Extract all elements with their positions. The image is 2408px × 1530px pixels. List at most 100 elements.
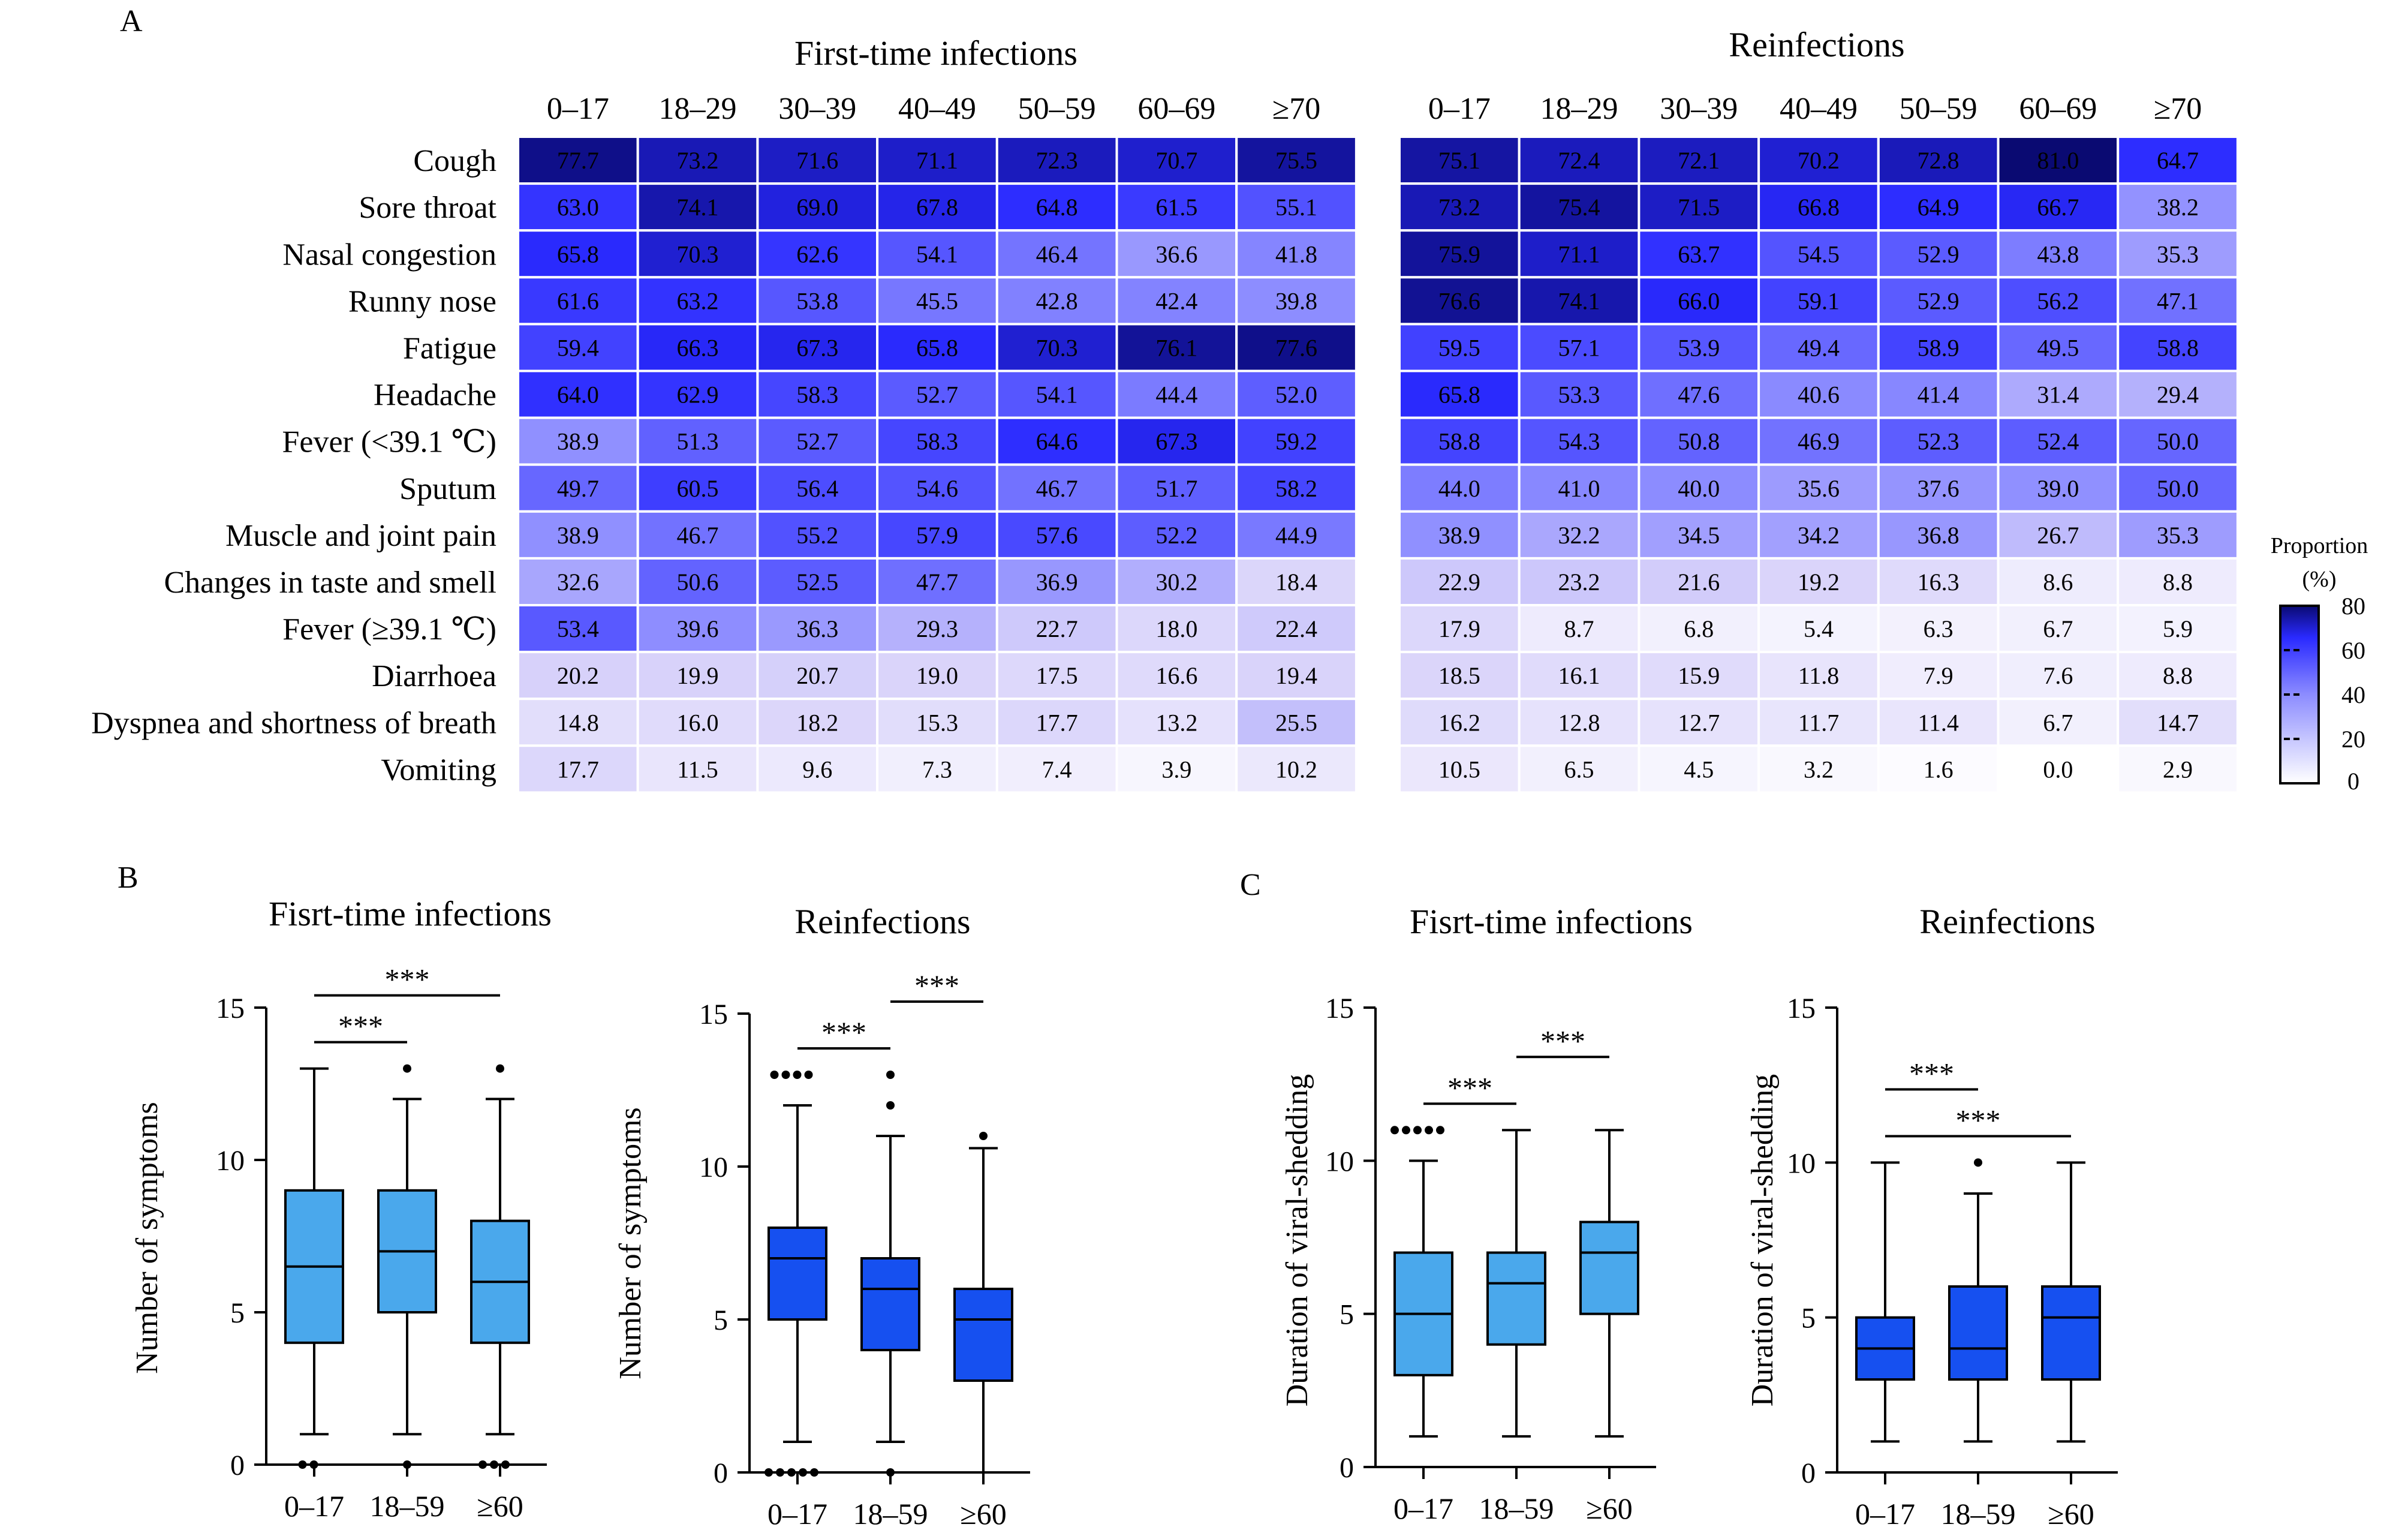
cell-value-label: 11.5 — [677, 756, 718, 783]
heatmap-cell — [1235, 744, 1357, 794]
heatmap-cell — [1877, 416, 2000, 466]
legend-tick-label: 60 — [2341, 637, 2365, 664]
heatmap-cell — [1638, 229, 1760, 279]
heatmap-cell — [876, 557, 998, 607]
cell-value-label: 36.8 — [1918, 522, 1959, 549]
boxplot-title: Reinfections — [1919, 902, 2095, 941]
heatmap-title: Reinfections — [1729, 25, 1904, 64]
column-header-30-39: 30–39 — [778, 92, 856, 126]
cell-value-label: 16.6 — [1155, 662, 1197, 689]
cell-value-label: 32.6 — [557, 569, 599, 596]
row-label-fever-39-1: Fever (<39.1 ℃) — [282, 425, 496, 459]
heatmap-cell — [2117, 463, 2239, 513]
cell-value-label: 66.0 — [1678, 287, 1720, 314]
heatmap-cell — [1235, 557, 1357, 607]
cell-value-label: 11.7 — [1798, 709, 1840, 736]
heatmap-cell — [1997, 323, 2120, 372]
cell-value-label: 55.1 — [1275, 194, 1317, 221]
box-iqr — [860, 1257, 920, 1351]
cell-value-label: 74.1 — [1558, 287, 1600, 314]
heatmap-cell — [636, 651, 759, 701]
heatmap-cell — [636, 463, 759, 513]
cell-value-label: 9.6 — [802, 756, 832, 783]
heatmap-cell — [1638, 323, 1760, 372]
heatmap-cell — [636, 604, 759, 654]
heatmap-cell — [1398, 369, 1521, 419]
cell-value-label: 41.4 — [1918, 381, 1959, 408]
boxplot-first-time-shedding: Fisrt-time infections Duration of viral-s… — [1280, 902, 1693, 1525]
outlier-point — [793, 1071, 802, 1079]
cell-value-label: 10.5 — [1438, 756, 1480, 783]
cell-value-label: 53.3 — [1558, 381, 1600, 408]
outlier-point — [781, 1071, 790, 1079]
y-tick-label: 15 — [1325, 993, 1354, 1024]
cell-value-label: 41.0 — [1558, 475, 1600, 502]
cell-value-label: 26.7 — [2037, 522, 2079, 549]
outlier-point — [478, 1460, 487, 1469]
cell-value-label: 71.6 — [796, 147, 838, 174]
cell-value-label: 15.9 — [1678, 662, 1720, 689]
cell-value-label: 64.0 — [557, 381, 599, 408]
cell-value-label: 62.9 — [677, 381, 719, 408]
column-header-60-69: 60–69 — [2019, 92, 2097, 126]
box-iqr — [2041, 1285, 2101, 1381]
cell-value-label: 22.7 — [1036, 615, 1078, 642]
y-tick-label: 15 — [699, 999, 728, 1030]
cell-value-label: 72.8 — [1918, 147, 1959, 174]
y-tick-label: 10 — [699, 1152, 728, 1183]
cell-value-label: 53.4 — [557, 615, 599, 642]
cell-value-label: 64.6 — [1036, 428, 1078, 455]
cell-value-label: 67.8 — [916, 194, 958, 221]
cell-value-label: 3.9 — [1161, 756, 1191, 783]
cell-value-label: 53.8 — [796, 287, 838, 314]
column-header-0-17: 0–17 — [1428, 92, 1491, 126]
cell-value-label: 47.6 — [1678, 381, 1720, 408]
heatmap-cell — [876, 651, 998, 701]
outlier-point — [799, 1468, 807, 1477]
cell-value-label: 42.4 — [1155, 287, 1197, 314]
cell-value-label: 46.4 — [1036, 241, 1078, 267]
y-tick-label: 5 — [230, 1297, 245, 1329]
cell-value-label: 19.2 — [1798, 569, 1840, 596]
significance-label: *** — [1909, 1056, 1954, 1090]
cell-value-label: 46.7 — [677, 522, 719, 549]
cell-value-label: 62.6 — [796, 241, 838, 267]
heatmap-cell — [2117, 323, 2239, 372]
heatmap-cell — [636, 229, 759, 279]
heatmap-cell — [1638, 416, 1760, 466]
legend-tick-label: 0 — [2347, 768, 2359, 795]
heatmap-cell — [1877, 323, 2000, 372]
cell-value-label: 72.3 — [1036, 147, 1078, 174]
cell-value-label: 38.9 — [557, 428, 599, 455]
cell-value-label: 5.4 — [1804, 615, 1834, 642]
heatmap-cell — [1115, 744, 1238, 794]
boxplot-title: Fisrt-time infections — [1410, 902, 1693, 941]
heatmap-cell — [517, 698, 639, 747]
significance-label: *** — [1447, 1071, 1492, 1104]
heatmap-cell — [636, 369, 759, 419]
cell-value-label: 54.6 — [916, 475, 958, 502]
column-header-60-69: 60–69 — [1137, 92, 1215, 126]
heatmap-cell — [1997, 510, 2120, 560]
cell-value-label: 6.8 — [1684, 615, 1714, 642]
outlier-point — [298, 1460, 307, 1469]
cell-value-label: 65.8 — [1438, 381, 1480, 408]
heatmap-cell — [1398, 276, 1521, 326]
heatmap-cell — [1518, 416, 1641, 466]
heatmap-cell — [517, 136, 639, 185]
heatmap-cell — [995, 557, 1118, 607]
heatmap-cell — [1877, 744, 2000, 794]
column-header-50-59: 50–59 — [1018, 92, 1096, 126]
cell-value-label: 40.6 — [1798, 381, 1840, 408]
row-label-sore-throat: Sore throat — [359, 191, 496, 225]
cell-value-label: 43.8 — [2037, 241, 2079, 267]
row-label-fever-39-1: Fever (≥39.1 ℃) — [282, 612, 496, 647]
cell-value-label: 67.3 — [796, 334, 838, 361]
heatmap-cell — [995, 229, 1118, 279]
heatmap-cell — [1235, 229, 1357, 279]
y-tick-label: 0 — [230, 1450, 245, 1481]
significance-label: *** — [914, 969, 959, 1002]
heatmap-cell — [1877, 604, 2000, 654]
heatmap-cell — [1115, 229, 1238, 279]
y-tick-label: 0 — [1340, 1452, 1354, 1484]
